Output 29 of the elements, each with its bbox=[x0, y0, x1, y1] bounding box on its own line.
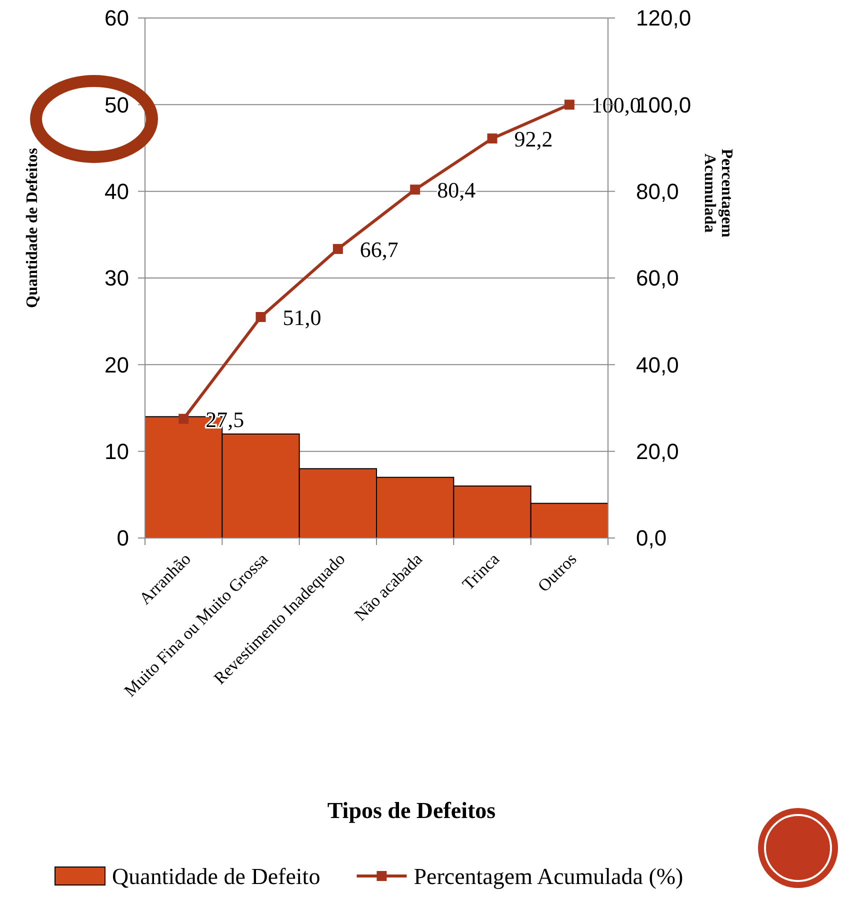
data-label: 51,0 bbox=[282, 305, 322, 330]
y-tick-label: 0 bbox=[116, 526, 129, 551]
y2-tick-label: 80,0 bbox=[636, 179, 679, 204]
legend-label: Quantidade de Defeito bbox=[112, 864, 320, 890]
data-label: 27,5 bbox=[206, 406, 244, 432]
data-label: 92,2 bbox=[514, 126, 553, 152]
point bbox=[564, 100, 574, 110]
y-tick-label: 10 bbox=[104, 439, 129, 464]
point bbox=[487, 133, 498, 144]
y-tick-label: 30 bbox=[104, 266, 129, 291]
y2-axis-title: Percentagem Acumulada bbox=[701, 148, 735, 238]
y2-tick-label: 40,0 bbox=[636, 352, 679, 378]
y-tick-label: 60 bbox=[104, 6, 129, 31]
y2-tick-label: 120,0 bbox=[636, 6, 692, 31]
point bbox=[410, 184, 420, 195]
legend-label: Percentagem Acumulada (%) bbox=[414, 864, 684, 890]
y2-tick-label: 20,0 bbox=[636, 439, 679, 464]
data-label: 66,7 bbox=[360, 236, 398, 262]
y-tick-label: 50 bbox=[104, 92, 129, 118]
x-axis-title: Tipos de Defeitos bbox=[327, 798, 496, 823]
y2-tick-label: 60,0 bbox=[636, 266, 679, 291]
y-tick-label: 40 bbox=[104, 179, 129, 204]
point bbox=[178, 414, 189, 424]
y-tick-label: 20 bbox=[104, 352, 129, 378]
data-label: 80,4 bbox=[437, 178, 476, 203]
point bbox=[256, 312, 266, 322]
point bbox=[332, 244, 343, 254]
y2-tick-label: 0,0 bbox=[636, 526, 667, 551]
y-axis-title: Quantidade de Defeitos bbox=[24, 148, 41, 308]
